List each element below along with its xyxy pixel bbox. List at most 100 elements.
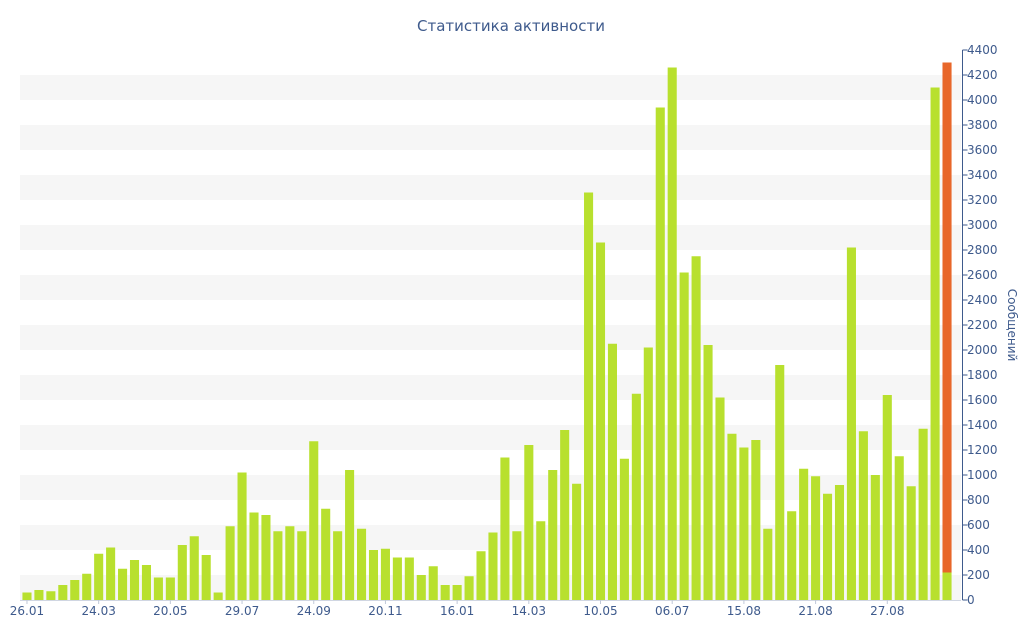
y-tick-label: 1200 (967, 443, 998, 457)
y-tick-label: 2200 (967, 318, 998, 332)
bar (392, 557, 402, 600)
bar (297, 531, 307, 600)
bar (822, 493, 833, 600)
bar (189, 536, 199, 600)
highlight-bar-base (942, 572, 952, 600)
grid-band (20, 175, 961, 200)
bar (309, 441, 319, 600)
bar (356, 528, 367, 600)
grid-band (20, 225, 961, 250)
bar (799, 468, 809, 600)
y-axis: 0 200 400 600 800 1000 1200 1400 1600 1800 2000 220… (962, 43, 998, 607)
bar (488, 532, 498, 600)
bar (727, 433, 737, 600)
x-tick-label: 26.01 (10, 604, 44, 618)
bar (834, 485, 845, 600)
bar (906, 486, 916, 600)
x-tick-label: 10.05 (583, 604, 617, 618)
chart-title: Статистика активности (417, 17, 605, 35)
bar (811, 476, 821, 600)
bars-group (22, 62, 952, 600)
bar (560, 430, 570, 600)
bar (345, 470, 355, 600)
y-tick-label: 1400 (967, 418, 998, 432)
y-tick-label: 1600 (967, 393, 998, 407)
bar (34, 590, 44, 600)
bar (739, 447, 749, 600)
y-axis-label: Сообщений (1005, 289, 1019, 362)
bar (22, 592, 32, 600)
y-tick-label: 1000 (967, 468, 998, 482)
bar (703, 345, 713, 600)
bar (452, 585, 462, 600)
x-tick-label: 24.03 (81, 604, 115, 618)
bar (368, 550, 379, 600)
y-tick-label: 4400 (967, 43, 998, 57)
bar (619, 458, 629, 600)
bar (536, 521, 546, 600)
bar (70, 580, 80, 600)
bar (118, 568, 128, 600)
bar (46, 591, 56, 600)
y-tick-label: 400 (967, 543, 990, 557)
bar (930, 87, 940, 600)
bar (751, 440, 761, 600)
x-tick-label: 29.07 (225, 604, 259, 618)
y-tick-label: 3400 (967, 168, 998, 182)
x-tick-label: 16.01 (440, 604, 474, 618)
bar (141, 565, 152, 600)
x-tick-label: 24.09 (297, 604, 331, 618)
y-tick-label: 200 (967, 568, 990, 582)
bar (165, 577, 175, 600)
bar (763, 528, 773, 600)
bar (404, 557, 414, 600)
x-tick-label: 20.05 (153, 604, 187, 618)
x-tick-label: 14.03 (512, 604, 546, 618)
bar (595, 242, 606, 600)
x-tick-label: 20.11 (368, 604, 402, 618)
bar (679, 272, 689, 600)
grid-band (20, 325, 961, 350)
bar (464, 576, 474, 600)
bar (333, 531, 343, 600)
y-tick-label: 1800 (967, 368, 998, 382)
bar (380, 548, 390, 600)
bar (129, 560, 140, 600)
bar (512, 531, 522, 600)
grid-band (20, 375, 961, 400)
y-tick-label: 2000 (967, 343, 998, 357)
bar (572, 483, 582, 600)
bar (476, 551, 486, 600)
bar (691, 256, 701, 600)
bar (607, 343, 618, 600)
bar (177, 545, 187, 600)
y-tick-label: 3600 (967, 143, 998, 157)
x-tick-label: 06.07 (655, 604, 689, 618)
bar (416, 575, 426, 600)
bar (94, 553, 104, 600)
y-tick-label: 800 (967, 493, 990, 507)
bar (870, 475, 880, 600)
bar (500, 457, 510, 600)
bar (201, 555, 211, 600)
y-tick-label: 3200 (967, 193, 998, 207)
bar (584, 192, 594, 600)
y-tick-label: 2800 (967, 243, 998, 257)
bar (787, 511, 797, 600)
bar (631, 393, 641, 600)
grid-band (20, 275, 961, 300)
y-tick-label: 3800 (967, 118, 998, 132)
bar (440, 585, 450, 600)
bar (548, 470, 558, 600)
y-tick-label: 4000 (967, 93, 998, 107)
bar (82, 573, 92, 600)
bar (667, 67, 677, 600)
grid-band (20, 425, 961, 450)
y-tick-label: 600 (967, 518, 990, 532)
bar (846, 247, 856, 600)
bar (273, 531, 283, 600)
bar (285, 526, 295, 600)
x-tick-label: 15.08 (727, 604, 761, 618)
bar (213, 592, 223, 600)
